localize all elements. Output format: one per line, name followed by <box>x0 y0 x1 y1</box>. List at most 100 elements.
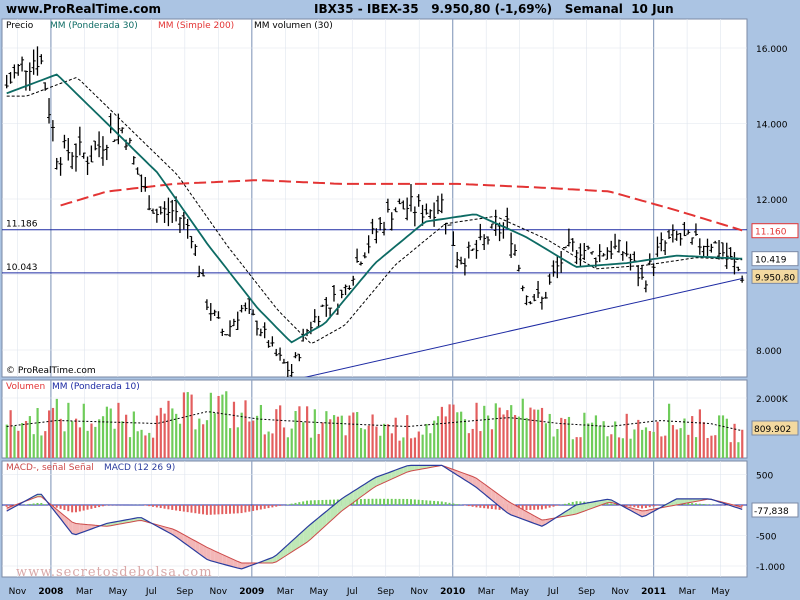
volume-bar <box>290 428 293 458</box>
volume-bar <box>544 423 547 458</box>
volume-bar <box>9 410 12 458</box>
macd-histogram-bar <box>490 505 493 510</box>
volume-mm-series[interactable] <box>6 411 743 432</box>
macd-fill <box>230 557 234 568</box>
macd-series[interactable] <box>6 464 743 570</box>
macd-histogram-bar <box>302 501 305 505</box>
volume-bar <box>59 418 62 458</box>
volume-bar <box>714 435 717 458</box>
macd-histogram-bar <box>82 505 85 511</box>
horizontal-level-label: 11.186 <box>6 220 38 230</box>
x-tick-label: 2008 <box>38 587 63 597</box>
macd-histogram-bar <box>236 505 239 514</box>
macd-fill <box>380 474 385 485</box>
macd-histogram-bar <box>544 505 547 509</box>
macd-histogram-bar <box>529 505 532 510</box>
volume-bar <box>556 428 559 458</box>
volume-bar <box>383 423 386 458</box>
macd-fill <box>233 559 238 569</box>
macd-fill <box>403 465 408 474</box>
macd-histogram-bar <box>221 505 224 515</box>
volume-bar <box>74 418 78 458</box>
macd-histogram-bar <box>290 503 293 505</box>
volume-bar <box>159 407 162 458</box>
volume-bar <box>63 431 66 458</box>
volume-bar <box>82 403 85 458</box>
volume-bar <box>625 413 628 458</box>
macd-histogram-bar <box>294 502 297 505</box>
volume-bar <box>336 416 340 458</box>
mm-secondary-series[interactable] <box>6 77 743 345</box>
header-bar: www.ProRealTime.com IBX35 - IBEX-35 9.95… <box>0 0 800 19</box>
macd-histogram-bar <box>402 498 405 505</box>
volume-bar <box>140 429 143 458</box>
volume-bar <box>282 427 286 458</box>
volume-bar <box>302 422 305 458</box>
macd-fill <box>360 484 365 497</box>
volume-bar <box>317 433 320 458</box>
volume-bar <box>182 392 186 458</box>
macd-histogram-bar <box>175 505 178 511</box>
volume-bar <box>671 425 675 458</box>
volume-bar <box>390 433 393 458</box>
volume-bar <box>429 433 432 458</box>
macd-histogram-bar <box>448 502 451 505</box>
volume-bar <box>479 431 482 458</box>
x-tick-label: May <box>510 587 529 597</box>
volume-bar <box>32 434 35 458</box>
volume-bar <box>267 431 270 458</box>
volume-bar <box>17 430 20 458</box>
x-tick-label: Sep <box>176 587 193 597</box>
volume-bar <box>598 425 601 458</box>
macd-fill <box>565 509 569 517</box>
macd-histogram-bar <box>652 505 655 507</box>
site-name[interactable]: www.ProRealTime.com <box>6 2 161 16</box>
volume-bar <box>125 414 128 458</box>
macd-fill <box>584 502 589 512</box>
macd-histogram-bar <box>202 505 205 515</box>
volume-bar <box>444 416 447 458</box>
y-tick-label: 12.000 <box>756 196 788 206</box>
macd-histogram-bar <box>648 505 651 508</box>
volume-bar <box>144 435 147 458</box>
macd-fill <box>495 492 500 507</box>
volume-bar <box>13 426 16 458</box>
macd-histogram-bar <box>163 505 166 509</box>
macd-fill <box>226 556 231 567</box>
macd-fill <box>303 527 308 545</box>
volume-bar <box>560 417 563 458</box>
macd-histogram-bar <box>375 498 378 505</box>
volume-bar <box>667 403 671 458</box>
volume-bar <box>718 415 721 458</box>
trendline[interactable] <box>92 277 744 425</box>
macd-fill <box>522 509 527 521</box>
volume-bar <box>506 410 509 458</box>
macd-fill <box>72 522 76 535</box>
volume-bar <box>529 407 532 458</box>
mm200-series[interactable] <box>60 179 743 232</box>
macd-histogram-bar <box>406 498 409 505</box>
macd-fill <box>333 501 338 518</box>
volume-bar <box>332 415 336 458</box>
value-tag: 10.419 <box>751 251 799 267</box>
macd-fill <box>318 514 323 532</box>
macd-fill <box>480 481 485 494</box>
volume-bar <box>452 404 455 458</box>
macd-histogram-bar <box>691 503 694 505</box>
macd-histogram-bar <box>9 505 12 507</box>
macd-fill <box>484 483 489 497</box>
volume-bar <box>306 406 309 458</box>
macd-fill <box>645 509 650 516</box>
macd-fill <box>295 534 300 550</box>
volume-bar <box>494 403 497 458</box>
volume-bar <box>679 428 682 458</box>
macd-histogram-bar <box>575 501 578 505</box>
volume-bar <box>313 409 316 458</box>
macd-histogram-bar <box>329 499 332 505</box>
macd-histogram-bar <box>363 498 366 505</box>
mm30-series[interactable] <box>6 73 743 344</box>
volume-bar <box>28 416 31 458</box>
volume-bar <box>521 398 524 458</box>
macd-histogram-bar <box>252 505 255 511</box>
